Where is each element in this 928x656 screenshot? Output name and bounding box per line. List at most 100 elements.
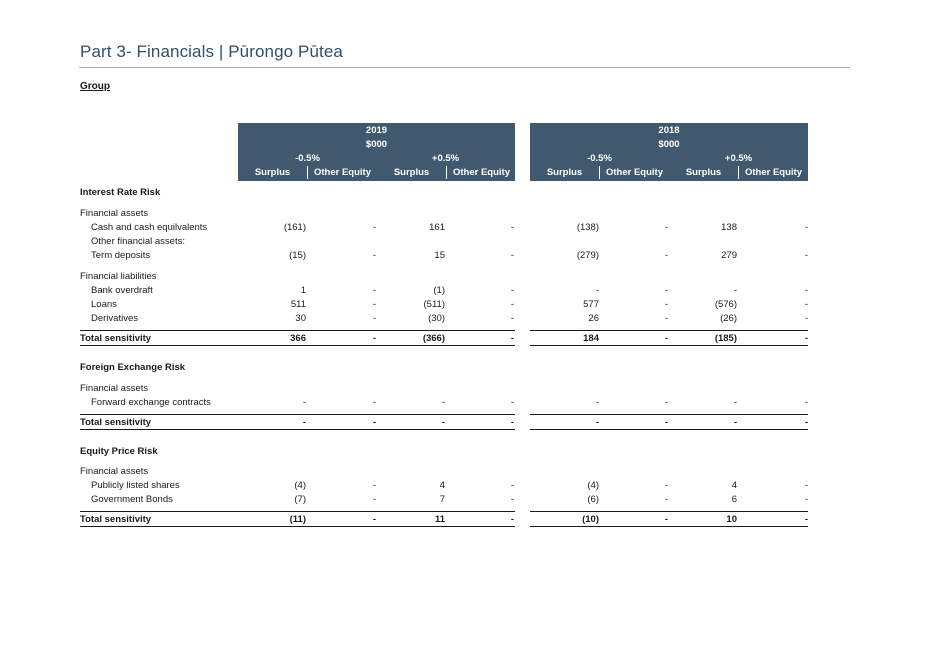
total-row: Total sensitivity 366 - (366) - 184 - (185) - <box>80 333 810 347</box>
total-rule <box>530 345 808 346</box>
cell-value: - <box>372 417 376 428</box>
cell-value: (30) <box>428 313 445 324</box>
cell-value: - <box>372 222 376 233</box>
table-row: Financial assets <box>80 383 810 397</box>
cell-value: 6 <box>731 494 737 505</box>
cell-value: 26 <box>588 313 599 324</box>
cell-value: (511) <box>423 299 445 310</box>
row-label: Financial liabilities <box>80 271 157 282</box>
cell-value: - <box>510 417 514 428</box>
header-2018: 2018 $000 -0.5% +0.5% Surplus Other Equi… <box>530 123 808 181</box>
table-row: Publicly listed shares (4) - 4 - (4) - 4 - <box>80 480 810 494</box>
cell-value: - <box>510 222 514 233</box>
total-rule <box>80 511 515 512</box>
cell-value: - <box>804 494 808 505</box>
table-row: Government Bonds (7) - 7 - (6) - 6 - <box>80 494 810 508</box>
cell-value: (4) <box>294 480 306 491</box>
header-2019-year: 2019 <box>365 125 388 136</box>
cell-value: (185) <box>714 333 737 344</box>
page-title: Part 3- Financials | Pūrongo Pūtea <box>80 42 343 61</box>
cell-value: 184 <box>583 333 599 344</box>
cell-value: (26) <box>720 313 737 324</box>
cell-value: (279) <box>576 250 599 261</box>
row-label: Foreign Exchange Risk <box>80 362 186 373</box>
cell-value: - <box>372 480 376 491</box>
title-divider <box>79 67 850 68</box>
row-label: Publicly listed shares <box>91 480 180 491</box>
cell-value: - <box>804 514 808 525</box>
table-row: Forward exchange contracts - - - - - - - - <box>80 397 810 411</box>
header-2018-year: 2018 <box>658 125 680 136</box>
col-header: Surplus <box>393 167 430 178</box>
total-rule <box>80 526 515 527</box>
table-row: Cash and cash equilvalents (161) - 161 - (138… <box>80 222 810 236</box>
row-label: Cash and cash equilvalents <box>91 222 208 233</box>
cell-value: - <box>372 250 376 261</box>
row-label: Financial assets <box>80 208 149 219</box>
table-row: Derivatives 30 - (30) - 26 - (26) - <box>80 313 810 327</box>
cell-value: - <box>804 417 808 428</box>
cell-value: - <box>510 480 514 491</box>
cell-value: - <box>733 285 737 296</box>
cell-value: - <box>733 417 737 428</box>
total-rule <box>530 330 808 331</box>
row-label: Total sensitivity <box>80 417 152 428</box>
total-rule <box>530 414 808 415</box>
total-rule <box>80 345 515 346</box>
cell-value: (161) <box>283 222 306 233</box>
table-row: Financial liabilities <box>80 271 810 285</box>
cell-value: - <box>804 333 808 344</box>
cell-value: - <box>510 285 514 296</box>
cell-value: - <box>372 514 376 525</box>
row-label: Loans <box>91 299 117 310</box>
table-row: Loans 511 - (511) - 577 - (576) - <box>80 299 810 313</box>
total-rule <box>530 511 808 512</box>
total-rule <box>530 429 808 430</box>
cell-value: - <box>302 397 306 408</box>
row-label: Interest Rate Risk <box>80 187 161 198</box>
header-2018-unit: $000 <box>658 139 680 150</box>
cell-value: - <box>664 417 668 428</box>
cell-value: - <box>804 480 808 491</box>
cell-value: (1) <box>433 285 445 296</box>
cell-value: - <box>510 250 514 261</box>
cell-value: - <box>372 299 376 310</box>
header-2018-plus: +0.5% <box>724 153 753 164</box>
section-heading-row: Foreign Exchange Risk <box>80 362 810 376</box>
total-row: Total sensitivity - - - - - - - - <box>80 417 810 431</box>
col-header: Surplus <box>685 167 722 178</box>
header-2019-unit: $000 <box>365 139 388 150</box>
cell-value: - <box>664 222 668 233</box>
table-row: Term deposits (15) - 15 - (279) - 279 - <box>80 250 810 264</box>
cell-value: - <box>804 222 808 233</box>
row-label: Derivatives <box>91 313 138 324</box>
col-header: Other Equity <box>605 167 663 178</box>
row-label: Bank overdraft <box>91 285 153 296</box>
table-row: Financial assets <box>80 466 810 480</box>
col-header: Other Equity <box>452 167 510 178</box>
header-2019: 2019 $000 -0.5% +0.5% Surplus Other Equi… <box>238 123 515 181</box>
cell-value: - <box>664 250 668 261</box>
cell-value: - <box>804 313 808 324</box>
cell-value: (15) <box>289 250 306 261</box>
section-heading-row: Equity Price Risk <box>80 446 810 460</box>
cell-value: - <box>441 417 445 428</box>
cell-value: - <box>441 397 445 408</box>
row-label: Forward exchange contracts <box>91 397 211 408</box>
cell-value: - <box>510 333 514 344</box>
cell-value: (138) <box>576 222 599 233</box>
cell-value: 30 <box>295 313 306 324</box>
table-row: Bank overdraft 1 - (1) - - - - - <box>80 285 810 299</box>
cell-value: 15 <box>434 250 445 261</box>
row-label: Government Bonds <box>91 494 173 505</box>
column-separator <box>307 166 308 179</box>
section-heading-row: Interest Rate Risk <box>80 187 810 201</box>
cell-value: - <box>510 494 514 505</box>
cell-value: (366) <box>422 333 445 344</box>
cell-value: - <box>733 397 737 408</box>
cell-value: 279 <box>721 250 737 261</box>
row-label: Equity Price Risk <box>80 446 158 457</box>
row-label: Total sensitivity <box>80 333 152 344</box>
col-header: Surplus <box>546 167 583 178</box>
cell-value: (4) <box>587 480 599 491</box>
